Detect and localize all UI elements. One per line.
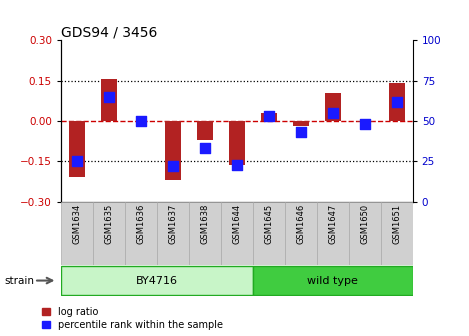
Point xyxy=(329,110,337,116)
Text: GSM1637: GSM1637 xyxy=(168,204,177,244)
Text: GSM1650: GSM1650 xyxy=(360,204,369,244)
Point xyxy=(233,162,241,167)
Bar xyxy=(261,113,277,121)
Text: GSM1635: GSM1635 xyxy=(105,204,113,244)
Bar xyxy=(285,202,317,265)
Bar xyxy=(69,121,85,177)
Bar xyxy=(101,79,117,121)
Bar xyxy=(253,266,413,295)
Text: GSM1644: GSM1644 xyxy=(232,204,242,244)
Bar xyxy=(125,202,157,265)
Bar xyxy=(165,121,181,180)
Bar xyxy=(293,121,309,126)
Legend: log ratio, percentile rank within the sample: log ratio, percentile rank within the sa… xyxy=(42,307,223,330)
Bar xyxy=(197,121,213,140)
Text: GSM1651: GSM1651 xyxy=(392,204,401,244)
Text: GSM1645: GSM1645 xyxy=(265,204,273,244)
Point xyxy=(265,114,272,119)
Bar xyxy=(61,266,253,295)
Bar xyxy=(221,202,253,265)
Point xyxy=(137,118,144,124)
Bar xyxy=(229,121,245,165)
Point xyxy=(73,159,81,164)
Point xyxy=(297,130,304,135)
Bar xyxy=(381,202,413,265)
Bar xyxy=(253,202,285,265)
Text: BY4716: BY4716 xyxy=(136,276,178,286)
Text: wild type: wild type xyxy=(307,276,358,286)
Bar xyxy=(317,202,349,265)
Point xyxy=(169,163,177,169)
Text: GDS94 / 3456: GDS94 / 3456 xyxy=(61,25,157,39)
Text: GSM1636: GSM1636 xyxy=(136,204,145,244)
Point xyxy=(361,122,369,127)
Bar xyxy=(189,202,221,265)
Text: GSM1646: GSM1646 xyxy=(296,204,305,244)
Bar xyxy=(325,93,341,121)
Bar xyxy=(61,202,93,265)
Text: strain: strain xyxy=(5,276,35,286)
Point xyxy=(105,94,113,99)
Bar xyxy=(357,121,373,122)
Point xyxy=(393,99,401,104)
Bar xyxy=(349,202,381,265)
Text: GSM1638: GSM1638 xyxy=(200,204,209,244)
Text: GSM1647: GSM1647 xyxy=(328,204,337,244)
Point xyxy=(201,146,209,151)
Bar xyxy=(93,202,125,265)
Text: GSM1634: GSM1634 xyxy=(72,204,82,244)
Bar xyxy=(157,202,189,265)
Bar xyxy=(389,83,405,121)
